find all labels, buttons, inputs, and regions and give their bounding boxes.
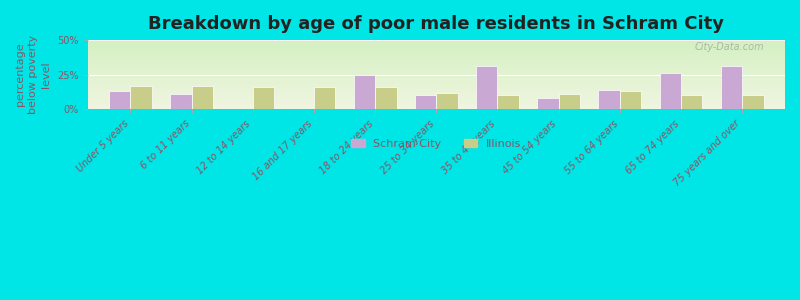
Bar — [88, 70, 785, 71]
Bar — [88, 89, 785, 90]
Bar — [88, 97, 785, 98]
Bar — [88, 80, 785, 81]
Bar — [88, 60, 785, 61]
Bar — [88, 94, 785, 95]
Bar — [88, 52, 785, 53]
Bar — [88, 84, 785, 85]
Bar — [88, 62, 785, 63]
Bar — [88, 46, 785, 47]
Legend: Schram City, Illinois: Schram City, Illinois — [346, 135, 526, 153]
Bar — [498, 95, 519, 109]
Bar — [88, 50, 785, 51]
Bar — [88, 71, 785, 72]
Bar — [436, 93, 458, 109]
Bar — [88, 103, 785, 104]
Bar — [88, 98, 785, 99]
Title: Breakdown by age of poor male residents in Schram City: Breakdown by age of poor male residents … — [148, 15, 724, 33]
Bar — [88, 83, 785, 84]
Bar — [88, 65, 785, 66]
Bar — [88, 76, 785, 77]
Bar — [88, 68, 785, 69]
Bar — [88, 69, 785, 70]
Bar — [88, 93, 785, 94]
Bar — [88, 78, 785, 79]
Bar — [88, 99, 785, 100]
Bar — [88, 77, 785, 78]
Bar — [88, 58, 785, 59]
Bar — [721, 66, 742, 109]
Bar — [375, 87, 397, 109]
Bar — [88, 100, 785, 101]
Bar — [88, 44, 785, 45]
Bar — [354, 75, 375, 109]
Bar — [88, 64, 785, 65]
Bar — [742, 95, 763, 109]
Bar — [88, 54, 785, 55]
Bar — [659, 73, 681, 109]
Bar — [88, 92, 785, 93]
Bar — [88, 63, 785, 64]
Bar — [681, 95, 702, 109]
Bar — [88, 104, 785, 105]
Bar — [88, 74, 785, 75]
Bar — [88, 95, 785, 96]
Bar — [88, 45, 785, 46]
Bar — [192, 86, 213, 109]
Bar — [88, 43, 785, 44]
Bar — [88, 85, 785, 86]
Bar — [253, 87, 274, 109]
Bar — [88, 59, 785, 60]
Bar — [598, 90, 620, 109]
Bar — [88, 51, 785, 52]
Bar — [88, 61, 785, 62]
Bar — [88, 81, 785, 82]
Bar — [415, 95, 436, 109]
Bar — [88, 61, 785, 62]
Bar — [88, 53, 785, 54]
Bar — [88, 47, 785, 48]
Bar — [88, 55, 785, 56]
Bar — [88, 40, 785, 41]
Bar — [88, 57, 785, 58]
Bar — [88, 86, 785, 87]
Bar — [88, 88, 785, 89]
Bar — [314, 87, 335, 109]
Bar — [88, 106, 785, 107]
Bar — [538, 98, 558, 109]
Bar — [88, 108, 785, 109]
Bar — [620, 91, 642, 109]
Bar — [88, 49, 785, 50]
Bar — [88, 42, 785, 43]
Bar — [88, 48, 785, 49]
Bar — [109, 91, 130, 109]
Bar — [130, 86, 152, 109]
Y-axis label: percentage
below poverty
level: percentage below poverty level — [15, 35, 51, 114]
Bar — [88, 101, 785, 102]
Bar — [88, 91, 785, 92]
Bar — [88, 66, 785, 67]
Bar — [88, 41, 785, 42]
Bar — [88, 107, 785, 108]
Bar — [88, 87, 785, 88]
Bar — [88, 105, 785, 106]
Text: City-Data.com: City-Data.com — [694, 42, 764, 52]
Bar — [88, 72, 785, 73]
Bar — [88, 90, 785, 91]
Bar — [88, 67, 785, 68]
Bar — [88, 73, 785, 74]
Bar — [88, 56, 785, 57]
Bar — [88, 82, 785, 83]
Bar — [476, 66, 498, 109]
Bar — [558, 94, 580, 109]
Bar — [88, 96, 785, 97]
Bar — [88, 79, 785, 80]
Bar — [170, 94, 192, 109]
Bar — [88, 75, 785, 76]
Bar — [88, 102, 785, 103]
